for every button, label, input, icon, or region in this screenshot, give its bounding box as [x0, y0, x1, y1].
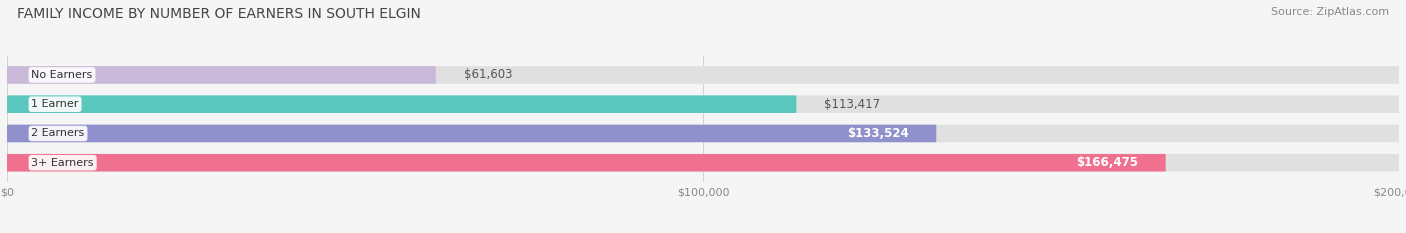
Text: FAMILY INCOME BY NUMBER OF EARNERS IN SOUTH ELGIN: FAMILY INCOME BY NUMBER OF EARNERS IN SO… [17, 7, 420, 21]
FancyBboxPatch shape [7, 154, 1399, 171]
Text: 1 Earner: 1 Earner [31, 99, 79, 109]
FancyBboxPatch shape [7, 154, 1166, 171]
FancyBboxPatch shape [7, 125, 1399, 142]
Text: Source: ZipAtlas.com: Source: ZipAtlas.com [1271, 7, 1389, 17]
Text: $133,524: $133,524 [846, 127, 908, 140]
Text: $61,603: $61,603 [464, 69, 512, 82]
FancyBboxPatch shape [7, 66, 436, 84]
Text: $166,475: $166,475 [1076, 156, 1137, 169]
FancyBboxPatch shape [7, 125, 936, 142]
Text: No Earners: No Earners [31, 70, 93, 80]
FancyBboxPatch shape [7, 96, 796, 113]
Text: 2 Earners: 2 Earners [31, 128, 84, 138]
FancyBboxPatch shape [7, 96, 1399, 113]
Text: 3+ Earners: 3+ Earners [31, 158, 94, 168]
FancyBboxPatch shape [7, 66, 1399, 84]
Text: $113,417: $113,417 [824, 98, 880, 111]
